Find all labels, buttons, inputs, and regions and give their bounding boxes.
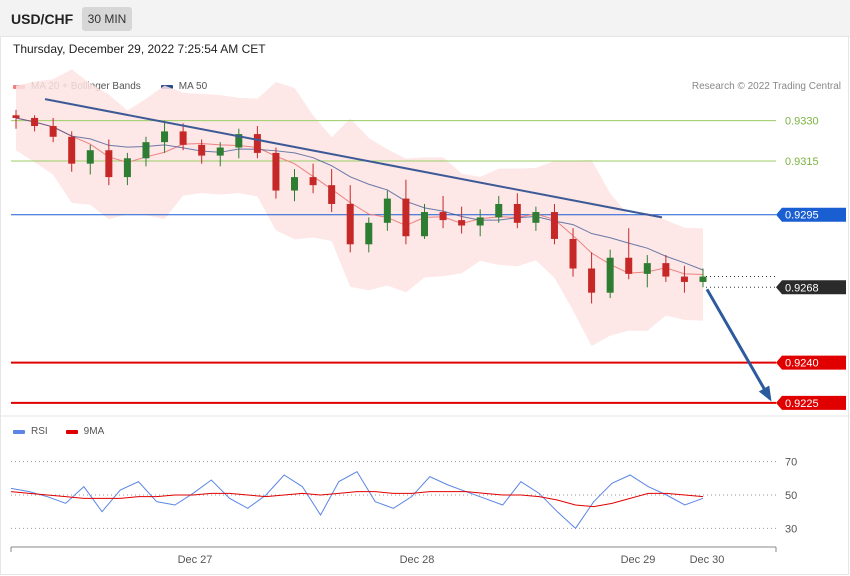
level-badge-0.9240 xyxy=(776,355,846,370)
candle-body xyxy=(272,152,280,191)
level-label-0.9240: 0.9240 xyxy=(785,358,819,370)
candle-body xyxy=(680,276,688,282)
candle-body xyxy=(198,144,206,156)
timestamp: Thursday, December 29, 2022 7:25:54 AM C… xyxy=(13,42,266,56)
level-label-0.9268: 0.9268 xyxy=(785,282,819,294)
candle-body xyxy=(550,212,558,239)
rsi-tick-50: 50 xyxy=(785,490,797,502)
trendline xyxy=(44,98,663,219)
level-label-0.9315: 0.9315 xyxy=(785,156,819,168)
x-tick-label: Dec 30 xyxy=(690,554,725,566)
level-label-0.9295: 0.9295 xyxy=(785,210,819,222)
symbol-label: USD/CHF xyxy=(11,11,74,27)
rsi-series-RSI xyxy=(10,470,704,530)
rsi-swatch xyxy=(13,429,25,434)
candle-body xyxy=(383,198,391,223)
timeframe-button[interactable]: 30 MIN xyxy=(82,7,132,31)
candle-body xyxy=(105,150,113,178)
candle-body xyxy=(142,142,150,159)
rsi-ma-swatch xyxy=(65,429,78,434)
candle-body xyxy=(123,158,131,178)
candle-body xyxy=(699,276,707,282)
candle-body xyxy=(569,238,577,269)
candle-body xyxy=(179,131,187,145)
scenario-arrow-head xyxy=(758,385,772,402)
candle-body xyxy=(49,126,57,137)
x-tick-label: Dec 28 xyxy=(400,554,435,566)
candle-body xyxy=(12,115,20,118)
candle-body xyxy=(328,185,336,204)
level-badge-0.9225 xyxy=(776,395,846,410)
rsi-tick-30: 30 xyxy=(785,523,797,535)
title-bar: USD/CHF 30 MIN xyxy=(0,0,850,37)
level-label-0.9225: 0.9225 xyxy=(785,398,819,410)
candle-body xyxy=(216,147,224,156)
credit-text: Research © 2022 Trading Central xyxy=(691,81,841,92)
candle-body xyxy=(458,220,466,226)
candle-body xyxy=(606,257,614,293)
x-tick-label: Dec 27 xyxy=(178,554,213,566)
candle-body xyxy=(291,177,299,191)
candle-body xyxy=(643,263,651,274)
ma50-legend-label: MA 50 xyxy=(178,81,208,92)
candle-body xyxy=(532,212,540,223)
rsi-tick-70: 70 xyxy=(785,457,797,469)
level-badge-0.9295 xyxy=(776,207,846,222)
level-badge-0.9268 xyxy=(776,280,846,295)
candle-body xyxy=(420,212,428,237)
candle-body xyxy=(161,131,169,143)
candle-body xyxy=(235,134,243,148)
scenario-arrow-shaft xyxy=(705,288,772,400)
candle-body xyxy=(625,257,633,274)
legend-rsi: RSI 9MA xyxy=(13,426,104,437)
candle-body xyxy=(31,117,39,127)
candle-body xyxy=(365,222,373,245)
candle-body xyxy=(346,203,354,245)
bollinger-band xyxy=(16,69,703,347)
candle-body xyxy=(253,134,261,153)
rsi-series-9MA xyxy=(10,491,704,508)
level-label-0.9330: 0.9330 xyxy=(785,116,819,128)
candle-body xyxy=(513,203,521,223)
candle-body xyxy=(495,203,503,218)
candle-body xyxy=(68,136,76,164)
candle-body xyxy=(588,268,596,293)
candle-body xyxy=(402,198,410,237)
rsi-legend-label: RSI xyxy=(31,426,48,437)
x-tick-label: Dec 29 xyxy=(621,554,656,566)
candle-body xyxy=(662,263,670,277)
rsi-ma-legend-label: 9MA xyxy=(83,426,105,437)
candle-body xyxy=(309,177,317,186)
candle-body xyxy=(86,150,94,164)
candle-body xyxy=(476,217,484,226)
candle-body xyxy=(439,212,447,221)
ma50-line xyxy=(15,117,704,271)
